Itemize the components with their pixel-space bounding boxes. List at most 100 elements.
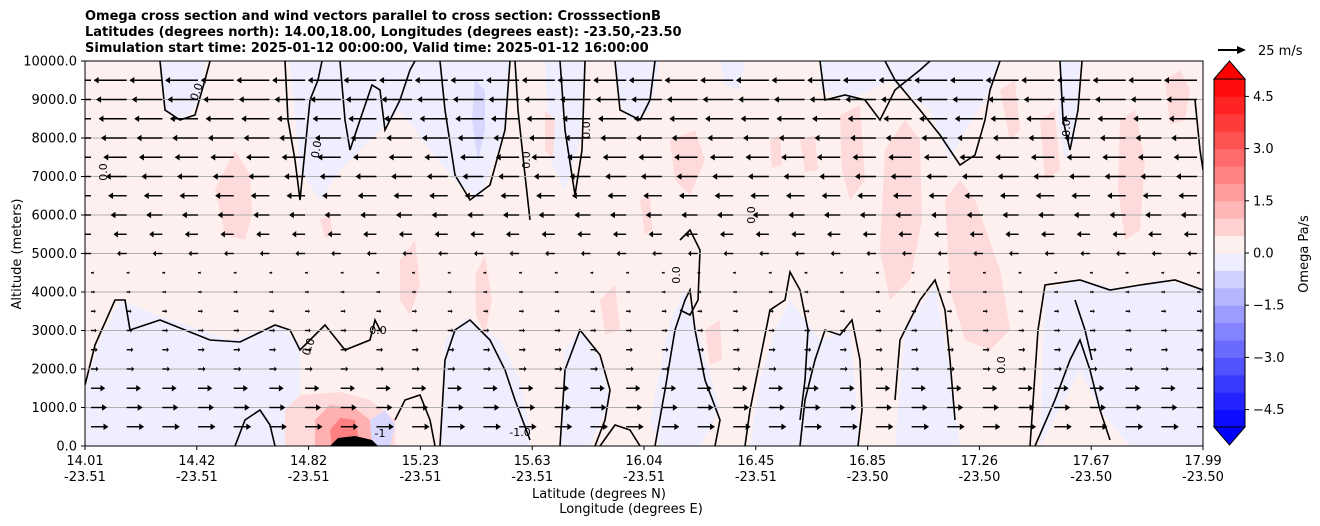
wind-vector-head: [131, 347, 134, 353]
wind-vector: [1054, 423, 1072, 430]
wind-vector-head: [1073, 211, 1079, 219]
wind-vector: [340, 385, 355, 392]
wind-vector-head: [636, 134, 642, 142]
colorbar-band: [1214, 340, 1245, 358]
wind-vector: [602, 154, 627, 161]
zero-contour-17: [744, 269, 809, 446]
wind-vector-head: [312, 115, 318, 122]
wind-vector: [376, 385, 391, 392]
wind-vector-head: [1164, 309, 1167, 314]
wind-vector-head: [851, 404, 857, 411]
colorbar-tick-label: −4.5: [1253, 403, 1285, 418]
wind-vector: [483, 385, 498, 392]
wind-vector: [567, 154, 591, 161]
wind-vector-head: [744, 404, 750, 411]
wind-vector: [628, 77, 662, 84]
wind-vector-head: [564, 134, 570, 142]
wind-vector-head: [1000, 192, 1006, 199]
wind-vector: [840, 366, 848, 372]
wind-vector-head: [931, 211, 937, 219]
wind-vector: [804, 271, 808, 275]
wind-vector-head: [664, 77, 670, 84]
wind-vector-head: [395, 211, 401, 219]
wind-vector-head: [238, 96, 244, 103]
wind-vector-head: [915, 347, 919, 353]
wind-vector: [1018, 309, 1024, 314]
wind-vector: [577, 231, 591, 238]
omega-region-37: [370, 410, 395, 446]
title-line-1: Omega cross section and wind vectors par…: [85, 9, 661, 24]
wind-vector-head: [785, 192, 791, 199]
wind-vector-head: [916, 96, 922, 103]
wind-vector: [91, 347, 98, 353]
wind-vector: [845, 96, 876, 103]
wind-vector: [892, 192, 912, 199]
wind-vector: [919, 115, 948, 122]
wind-vector: [1054, 385, 1069, 392]
wind-vector: [684, 231, 698, 238]
wind-vector: [992, 134, 1019, 142]
x-tick-label-latitude: 17.26: [961, 454, 998, 469]
wind-vector: [590, 328, 597, 333]
wind-vector-head: [203, 96, 209, 103]
colorbar-band: [1214, 392, 1245, 411]
colorbar-tick-label: 4.5: [1253, 90, 1274, 105]
wind-vector-head: [791, 231, 796, 238]
wind-vector: [447, 328, 454, 333]
wind-vector-head: [665, 328, 668, 333]
quiver-key-arrowhead: [1237, 46, 1246, 54]
wind-vector: [778, 134, 805, 142]
wind-vector: [85, 195, 91, 197]
quiver-key-label: 25 m/s: [1258, 44, 1303, 59]
wind-vector-head: [877, 271, 879, 275]
wind-vector-head: [307, 271, 309, 275]
wind-vector-head: [842, 271, 844, 275]
wind-vector-head: [817, 423, 823, 430]
wind-vector: [447, 309, 453, 314]
wind-vector-head: [137, 404, 143, 411]
wind-vector: [217, 211, 234, 219]
wind-vector: [179, 192, 199, 199]
wind-vector-head: [1066, 154, 1072, 161]
wind-vector-head: [502, 211, 508, 219]
wind-vector-head: [201, 309, 203, 314]
wind-vector: [626, 271, 630, 275]
wind-vector: [305, 347, 312, 353]
wind-vector-head: [380, 347, 384, 353]
wind-vector-head: [498, 173, 504, 180]
wind-vector: [200, 77, 234, 84]
wind-vector-head: [666, 96, 672, 103]
wind-vector-head: [1171, 134, 1177, 142]
wind-vector: [661, 385, 677, 392]
wind-vector: [376, 290, 381, 294]
wind-vector: [612, 231, 627, 238]
omega-region-14: [1058, 61, 1080, 160]
wind-vector-head: [457, 385, 463, 392]
wind-vector-head: [794, 250, 799, 257]
wind-vector-head: [1033, 173, 1039, 180]
wind-vector-head: [467, 211, 473, 219]
wind-vector: [911, 309, 917, 314]
wind-vector-head: [735, 271, 737, 275]
wind-vector-head: [355, 173, 361, 180]
wind-vector-head: [393, 192, 399, 199]
wind-vector: [519, 404, 536, 411]
wind-vector-head: [236, 77, 242, 84]
wind-vector: [681, 211, 698, 219]
wind-vector-head: [567, 423, 573, 430]
wind-vector: [852, 154, 876, 161]
wind-vector: [1035, 192, 1055, 199]
wind-vector-head: [640, 173, 646, 180]
wind-vector-head: [957, 134, 963, 142]
wind-vector: [85, 252, 91, 255]
wind-vector: [712, 173, 734, 180]
wind-vector-head: [457, 134, 463, 142]
contour-labels: 0.0 0.0 0.0 0.0 0.0 0.0 0.0 0.0 0.0 0.0 0.0 -1.0 -1: [97, 81, 1073, 440]
wind-vector-head: [429, 192, 435, 199]
wind-vector: [911, 328, 918, 333]
wind-vector: [1161, 347, 1168, 353]
wind-vector: [824, 211, 841, 219]
wind-vector-head: [707, 385, 712, 392]
wind-vector: [895, 211, 912, 219]
wind-vector: [1125, 385, 1140, 392]
